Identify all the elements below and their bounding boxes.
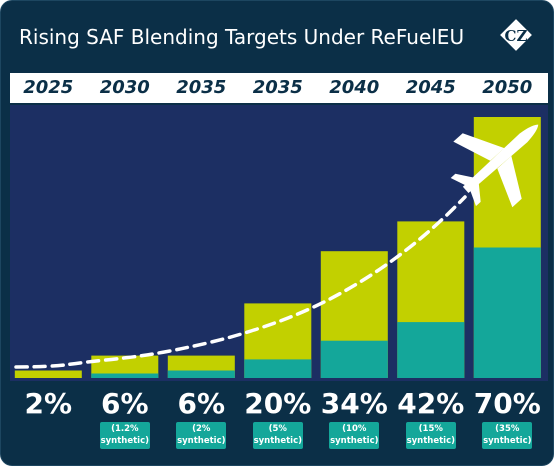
- value-label-4: 34%: [320, 387, 388, 420]
- year-label-3: 2035: [252, 77, 303, 98]
- cz-logo-icon: CZ: [497, 16, 535, 54]
- synthetic-badge-1: (1.2% synthetic): [99, 422, 150, 449]
- synthetic-badge-2: (2% synthetic): [176, 422, 227, 449]
- year-label-2: 2035: [176, 77, 227, 98]
- bar-saf-total-0: [14, 370, 82, 378]
- logo-text: CZ: [505, 27, 528, 45]
- bar-synthetic-5: [397, 322, 465, 378]
- year-label-4: 2040: [329, 77, 380, 98]
- plot-area: [10, 105, 548, 381]
- value-label-5: 42%: [397, 387, 465, 420]
- year-label-6: 2050: [482, 77, 533, 98]
- trend-line: [14, 195, 467, 369]
- bar-synthetic-2: [167, 370, 235, 378]
- bar-synthetic-3: [244, 359, 312, 378]
- year-label-5: 2045: [405, 77, 456, 98]
- bar-synthetic-1: [91, 373, 159, 378]
- synthetic-badge-6: (35% synthetic): [482, 422, 533, 449]
- chart-title: Rising SAF Blending Targets Under ReFuel…: [19, 25, 465, 49]
- value-label-0: 2%: [24, 387, 73, 420]
- value-label-6: 70%: [473, 387, 541, 420]
- value-label-3: 20%: [244, 387, 312, 420]
- value-label-1: 6%: [101, 387, 149, 420]
- year-header: 2025 2030 2035 2035 2040 2045 2050: [10, 73, 548, 103]
- synthetic-badge-5: (15% synthetic): [405, 422, 456, 449]
- synthetic-badge-4: (10% synthetic): [329, 422, 380, 449]
- year-label-1: 2030: [99, 77, 150, 98]
- synthetic-badge-3: (5% synthetic): [252, 422, 303, 449]
- bar-synthetic-6: [473, 247, 541, 378]
- year-label-0: 2025: [23, 77, 74, 98]
- airplane-icon: [450, 124, 539, 208]
- value-label-2: 6%: [177, 387, 226, 420]
- bar-synthetic-4: [320, 340, 388, 378]
